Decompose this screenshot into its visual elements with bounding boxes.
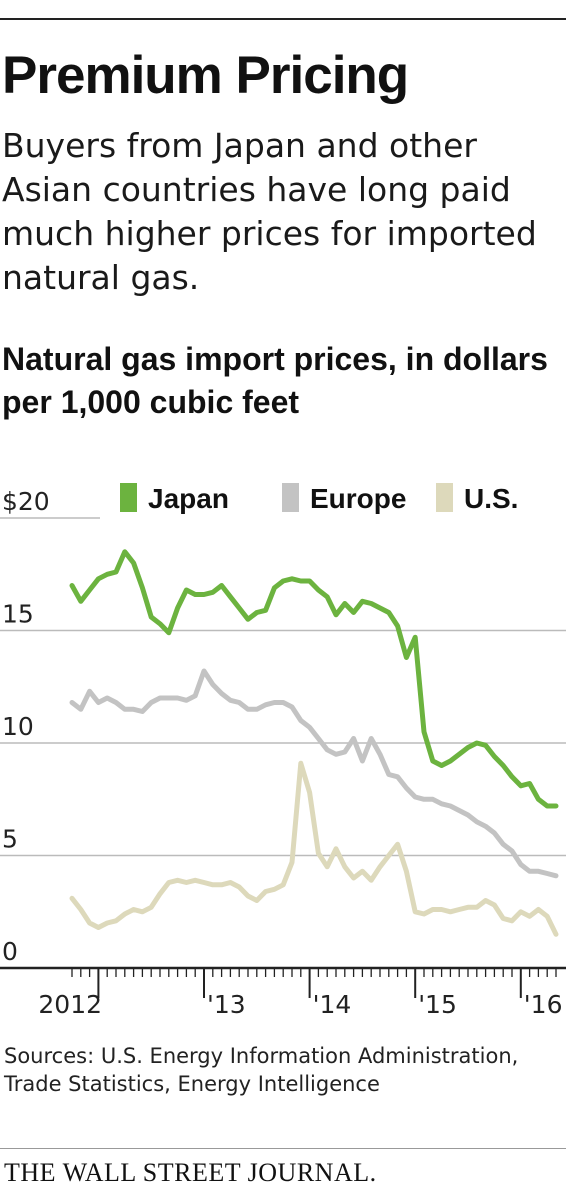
series-line-japan [69,549,559,809]
headline: Premium Pricing [2,46,409,105]
series-line-europe [69,668,559,879]
legend-label: Europe [310,483,406,514]
grid-layer [0,517,566,857]
dek: Buyers from Japan and other Asian countr… [2,126,537,297]
x-tick-label: 2012 [38,990,102,1019]
y-tick-label: $20 [2,487,50,516]
top-rule [0,18,566,20]
y-tick-label: 0 [2,937,18,966]
series-layer [69,549,559,937]
series-line-us [69,760,559,937]
legend-swatch [436,483,453,512]
y-tick-label: 15 [2,600,34,629]
bottom-rule [0,1148,566,1149]
legend-label: U.S. [464,483,518,514]
x-tick-label: '15 [418,990,457,1019]
masthead-logo: THE WALL STREET JOURNAL. [4,1158,377,1187]
legend-label: Japan [148,483,229,514]
line-chart: 2012 '13 '14 '15 '16 $20 15 10 5 0 Japan Europe U.… [0,483,566,1019]
x-tick-label: '13 [207,990,246,1019]
source-note: Sources: U.S. Energy Information Adminis… [4,1044,519,1096]
chart-title: Natural gas import prices, in dollars pe… [2,341,548,420]
y-tick-label: 5 [2,825,18,854]
x-tick-label: '14 [313,990,352,1019]
legend-swatch [282,483,299,512]
y-tick-label: 10 [2,712,34,741]
y-axis-labels: $20 15 10 5 0 [2,487,50,966]
x-axis: 2012 '13 '14 '15 '16 [0,966,566,1019]
legend: Japan Europe U.S. [120,483,518,514]
legend-swatch [120,483,137,512]
x-tick-label: '16 [524,990,563,1019]
